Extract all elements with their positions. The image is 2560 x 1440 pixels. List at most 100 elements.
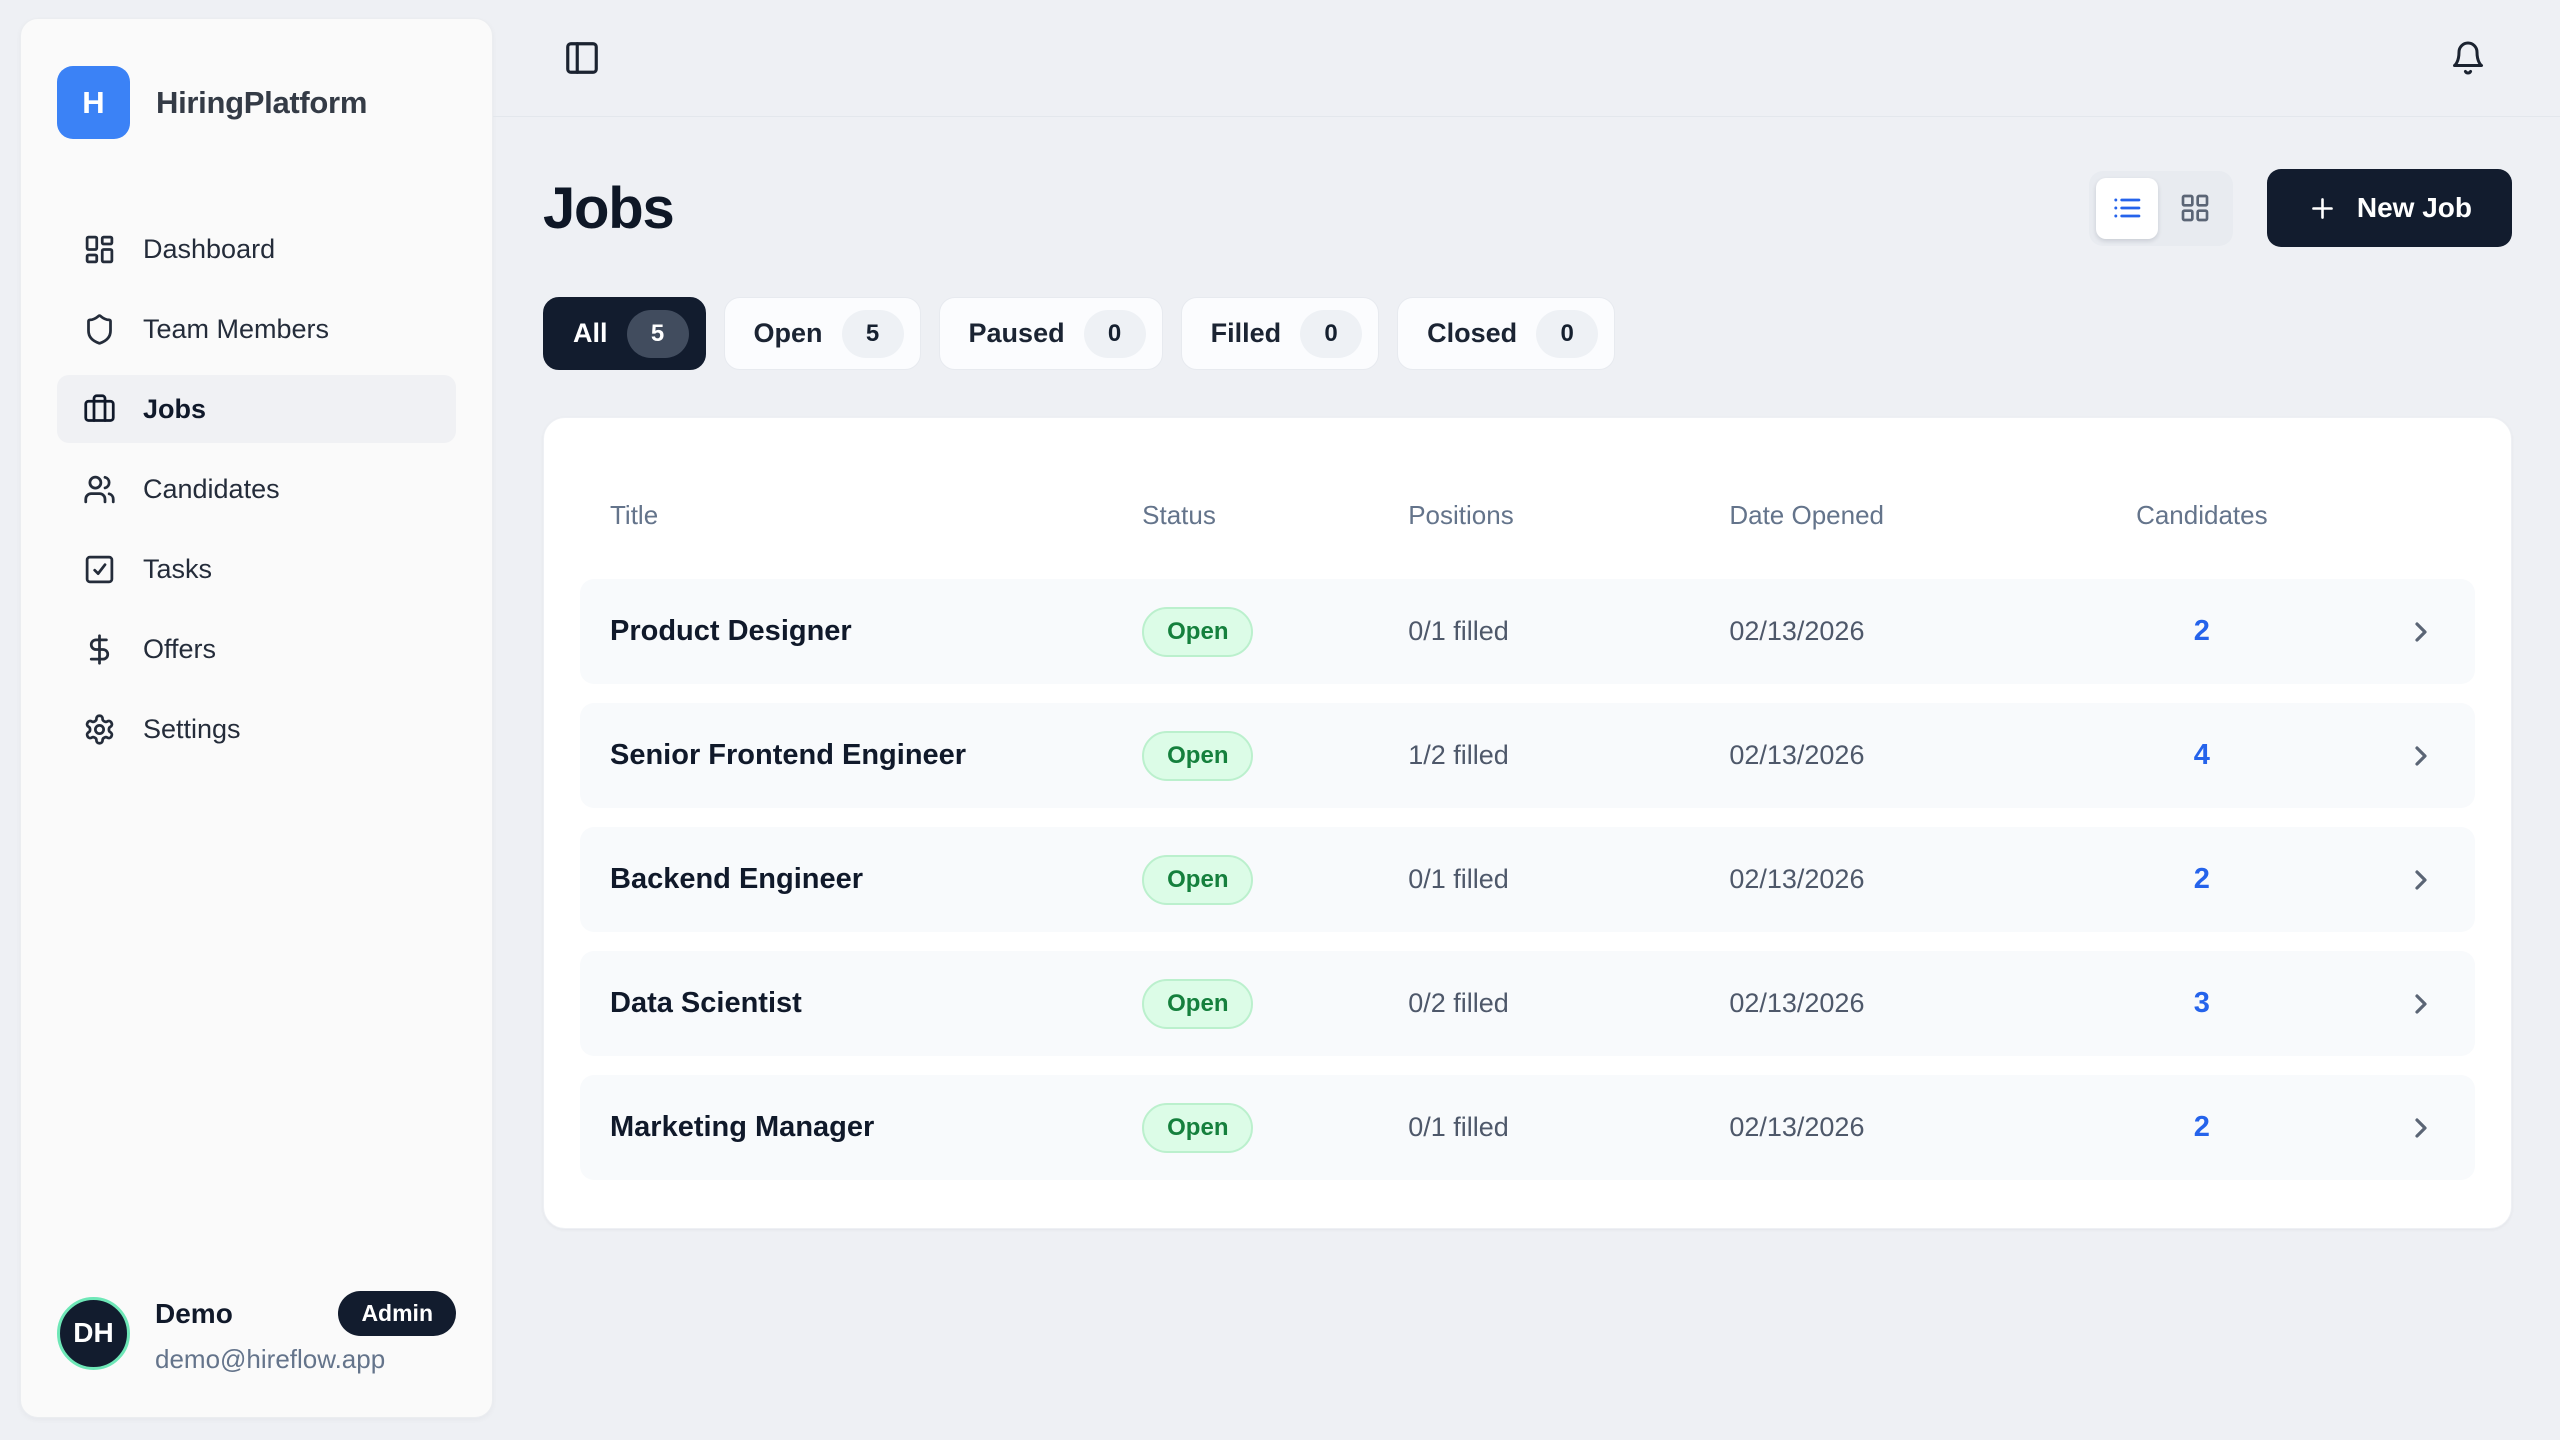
page-title: Jobs [543,175,675,241]
brand-name: HiringPlatform [156,84,368,120]
new-job-button[interactable]: New Job [2266,169,2512,247]
filter-tab-filled[interactable]: Filled 0 [1180,297,1380,370]
sidebar-nav: Dashboard Team Members Jobs Candidates T… [21,215,492,763]
column-header-candidates: Candidates [2136,500,2268,530]
sidebar-spacer [21,763,492,1291]
positions-cell: 1/2 filled [1408,740,1509,770]
main-area: Jobs New Job All 5 Open 5 Paused 0 Fille… [493,0,2560,1440]
sidebar-item-label: Settings [143,713,241,744]
user-card[interactable]: DH Demo Admin demo@hireflow.app [21,1291,492,1417]
status-badge: Open [1142,1102,1254,1153]
row-open-button[interactable] [2405,988,2445,1020]
date-opened-cell: 02/13/2026 [1729,616,1865,646]
sidebar-item-label: Team Members [143,313,330,344]
positions-cell: 0/1 filled [1408,864,1509,894]
task-check-icon [83,553,116,586]
filter-tab-open[interactable]: Open 5 [723,297,921,370]
candidates-count-link[interactable]: 2 [2193,615,2210,647]
brand-logo: H [57,66,130,139]
filter-tab-paused[interactable]: Paused 0 [938,297,1163,370]
shield-icon [83,313,116,346]
table-row[interactable]: Marketing Manager Open 0/1 filled 02/13/… [580,1075,2475,1180]
positions-cell: 0/2 filled [1408,988,1509,1018]
positions-cell: 0/1 filled [1408,616,1509,646]
sidebar: H HiringPlatform Dashboard Team Members … [20,18,493,1418]
candidates-count-link[interactable]: 3 [2193,987,2210,1019]
panel-toggle-icon [563,39,601,77]
filter-tab-closed[interactable]: Closed 0 [1397,297,1616,370]
filter-tab-count: 0 [1083,309,1146,358]
avatar: DH [57,1296,130,1370]
grid-view-button[interactable] [2164,178,2226,239]
notifications-button[interactable] [2444,34,2492,82]
view-toggle [2088,170,2233,246]
table-header-row: Title Status Positions Date Opened Candi… [580,452,2475,579]
row-open-button[interactable] [2405,1112,2445,1144]
candidates-count-link[interactable]: 4 [2193,739,2210,771]
candidates-count-link[interactable]: 2 [2193,1111,2210,1143]
sidebar-item-label: Jobs [143,393,207,424]
sidebar-item-jobs[interactable]: Jobs [57,375,456,443]
date-opened-cell: 02/13/2026 [1729,864,1865,894]
jobs-table-card: Title Status Positions Date Opened Candi… [543,417,2512,1229]
user-info: Demo Admin demo@hireflow.app [155,1291,456,1375]
candidates-count-link[interactable]: 2 [2193,863,2210,895]
job-title-cell: Senior Frontend Engineer [610,739,967,771]
status-badge: Open [1142,978,1254,1029]
filter-tabs: All 5 Open 5 Paused 0 Filled 0 Closed 0 [543,297,2512,370]
sidebar-item-settings[interactable]: Settings [57,695,456,763]
filter-tab-label: All [573,318,608,348]
table-row[interactable]: Backend Engineer Open 0/1 filled 02/13/2… [580,827,2475,932]
user-email: demo@hireflow.app [155,1344,386,1374]
filter-tab-count: 5 [841,309,904,358]
sidebar-item-label: Candidates [143,473,280,504]
row-open-button[interactable] [2405,616,2445,648]
gear-icon [83,713,116,746]
list-view-button[interactable] [2095,177,2158,239]
job-title-cell: Marketing Manager [610,1111,875,1143]
status-badge: Open [1142,854,1254,905]
sidebar-toggle-button[interactable] [557,33,607,83]
row-open-button[interactable] [2405,864,2445,896]
dashboard-icon [83,233,116,266]
page-head: Jobs New Job [543,169,2512,247]
job-title-cell: Data Scientist [610,987,802,1019]
table-row[interactable]: Data Scientist Open 0/2 filled 02/13/202… [580,951,2475,1056]
topbar [493,0,2560,117]
column-header-positions: Positions [1408,500,1514,530]
row-open-button[interactable] [2405,740,2445,772]
briefcase-icon [83,393,116,426]
column-header-status: Status [1142,500,1216,530]
brand: H HiringPlatform [21,19,492,139]
jobs-page: Jobs New Job All 5 Open 5 Paused 0 Fille… [493,117,2560,1229]
filter-tab-count: 0 [1300,309,1363,358]
sidebar-item-team-members[interactable]: Team Members [57,295,456,363]
filter-tab-label: Filled [1210,318,1282,348]
list-view-icon [2111,192,2143,224]
sidebar-item-label: Dashboard [143,233,276,264]
sidebar-item-label: Offers [143,633,217,664]
plus-icon [2307,193,2338,224]
filter-tab-label: Closed [1427,318,1518,348]
sidebar-item-tasks[interactable]: Tasks [57,535,456,603]
job-title-cell: Backend Engineer [610,863,864,895]
role-badge: Admin [338,1291,456,1336]
filter-tab-all[interactable]: All 5 [543,297,706,370]
table-row[interactable]: Product Designer Open 0/1 filled 02/13/2… [580,579,2475,684]
chevron-right-icon [2405,740,2437,772]
sidebar-item-offers[interactable]: Offers [57,615,456,683]
chevron-right-icon [2405,616,2437,648]
positions-cell: 0/1 filled [1408,1112,1509,1142]
new-job-label: New Job [2356,192,2472,223]
users-icon [83,473,116,506]
sidebar-item-candidates[interactable]: Candidates [57,455,456,523]
chevron-right-icon [2405,988,2437,1020]
filter-tab-count: 0 [1536,309,1599,358]
filter-tab-label: Paused [968,318,1065,348]
sidebar-item-dashboard[interactable]: Dashboard [57,215,456,283]
filter-tab-count: 5 [626,309,689,358]
chevron-right-icon [2405,1112,2437,1144]
table-row[interactable]: Senior Frontend Engineer Open 1/2 filled… [580,703,2475,808]
user-name: Demo [155,1297,233,1329]
jobs-table-body: Product Designer Open 0/1 filled 02/13/2… [580,579,2475,1180]
